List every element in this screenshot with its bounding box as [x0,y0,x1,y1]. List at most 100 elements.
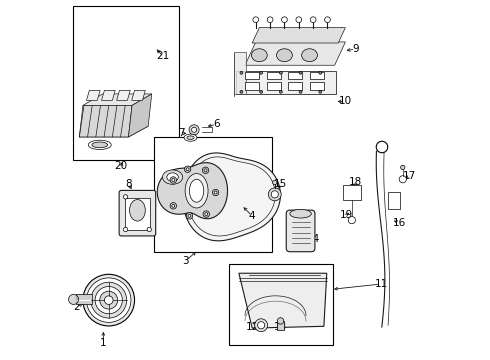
Circle shape [123,195,128,199]
Circle shape [104,296,113,305]
Ellipse shape [92,142,108,148]
Circle shape [186,213,193,219]
FancyBboxPatch shape [286,210,315,252]
Circle shape [267,17,273,23]
Polygon shape [117,90,130,100]
Ellipse shape [88,140,111,149]
Circle shape [184,166,191,172]
Text: 18: 18 [349,177,362,187]
Text: 11: 11 [375,279,388,289]
Circle shape [214,191,217,194]
Circle shape [192,127,196,132]
Bar [229,264,333,345]
Text: 15: 15 [274,179,288,189]
Circle shape [170,177,176,183]
Bar [343,185,361,200]
Ellipse shape [276,49,293,62]
Text: 2: 2 [73,302,80,312]
Circle shape [258,321,265,329]
Circle shape [253,17,259,23]
Text: 4: 4 [249,211,255,221]
Circle shape [260,71,263,74]
Polygon shape [79,126,148,137]
Ellipse shape [184,134,197,141]
Ellipse shape [190,179,204,202]
Circle shape [212,189,219,196]
Circle shape [189,125,199,135]
Ellipse shape [185,174,208,208]
Ellipse shape [129,199,146,221]
Text: 1: 1 [100,338,107,348]
Bar [310,72,324,79]
Text: 21: 21 [157,51,170,61]
Ellipse shape [251,49,267,62]
Bar [277,321,284,329]
Circle shape [172,204,175,207]
Circle shape [203,211,210,217]
Text: 5: 5 [157,191,164,201]
Text: 16: 16 [392,218,406,228]
Circle shape [277,318,284,324]
Polygon shape [79,105,132,137]
Bar [288,82,302,90]
Circle shape [324,17,330,23]
Circle shape [170,203,176,209]
Text: 10: 10 [339,96,352,106]
Circle shape [260,90,263,93]
Circle shape [202,167,209,174]
Text: 12: 12 [245,322,259,332]
Bar [125,198,150,230]
Circle shape [282,17,287,23]
Circle shape [279,90,282,93]
Bar [153,137,272,252]
Text: 17: 17 [403,171,416,181]
Ellipse shape [290,210,311,218]
Polygon shape [132,90,146,100]
Circle shape [186,168,189,171]
Polygon shape [239,273,327,328]
Circle shape [205,213,208,216]
Polygon shape [252,28,345,43]
Circle shape [83,274,135,326]
Circle shape [69,294,78,305]
Polygon shape [157,163,227,219]
Circle shape [272,180,277,185]
Text: 7: 7 [178,129,184,138]
Text: 14: 14 [307,234,320,244]
Bar [310,82,324,90]
Bar [236,71,337,94]
Polygon shape [128,94,152,137]
FancyBboxPatch shape [119,190,156,236]
Polygon shape [87,90,100,100]
Circle shape [91,282,126,318]
Text: 9: 9 [352,44,359,54]
Circle shape [348,217,355,224]
Bar [267,82,281,90]
Circle shape [279,71,282,74]
Circle shape [401,165,405,170]
Bar [73,6,179,160]
Circle shape [123,227,128,231]
Polygon shape [101,90,115,100]
Circle shape [269,188,281,201]
Circle shape [319,71,322,74]
Text: 3: 3 [182,256,189,266]
Circle shape [204,169,207,172]
Circle shape [299,90,302,93]
Circle shape [299,71,302,74]
Circle shape [188,215,191,217]
Circle shape [100,291,118,309]
Bar [245,82,259,90]
Polygon shape [183,153,280,241]
Circle shape [172,179,175,181]
Circle shape [296,17,302,23]
Ellipse shape [163,170,183,184]
Circle shape [240,71,243,74]
Bar [288,72,302,79]
Circle shape [147,227,151,231]
Circle shape [87,278,131,322]
Circle shape [310,17,316,23]
Text: 8: 8 [125,179,132,189]
Circle shape [255,319,268,332]
Bar [267,72,281,79]
